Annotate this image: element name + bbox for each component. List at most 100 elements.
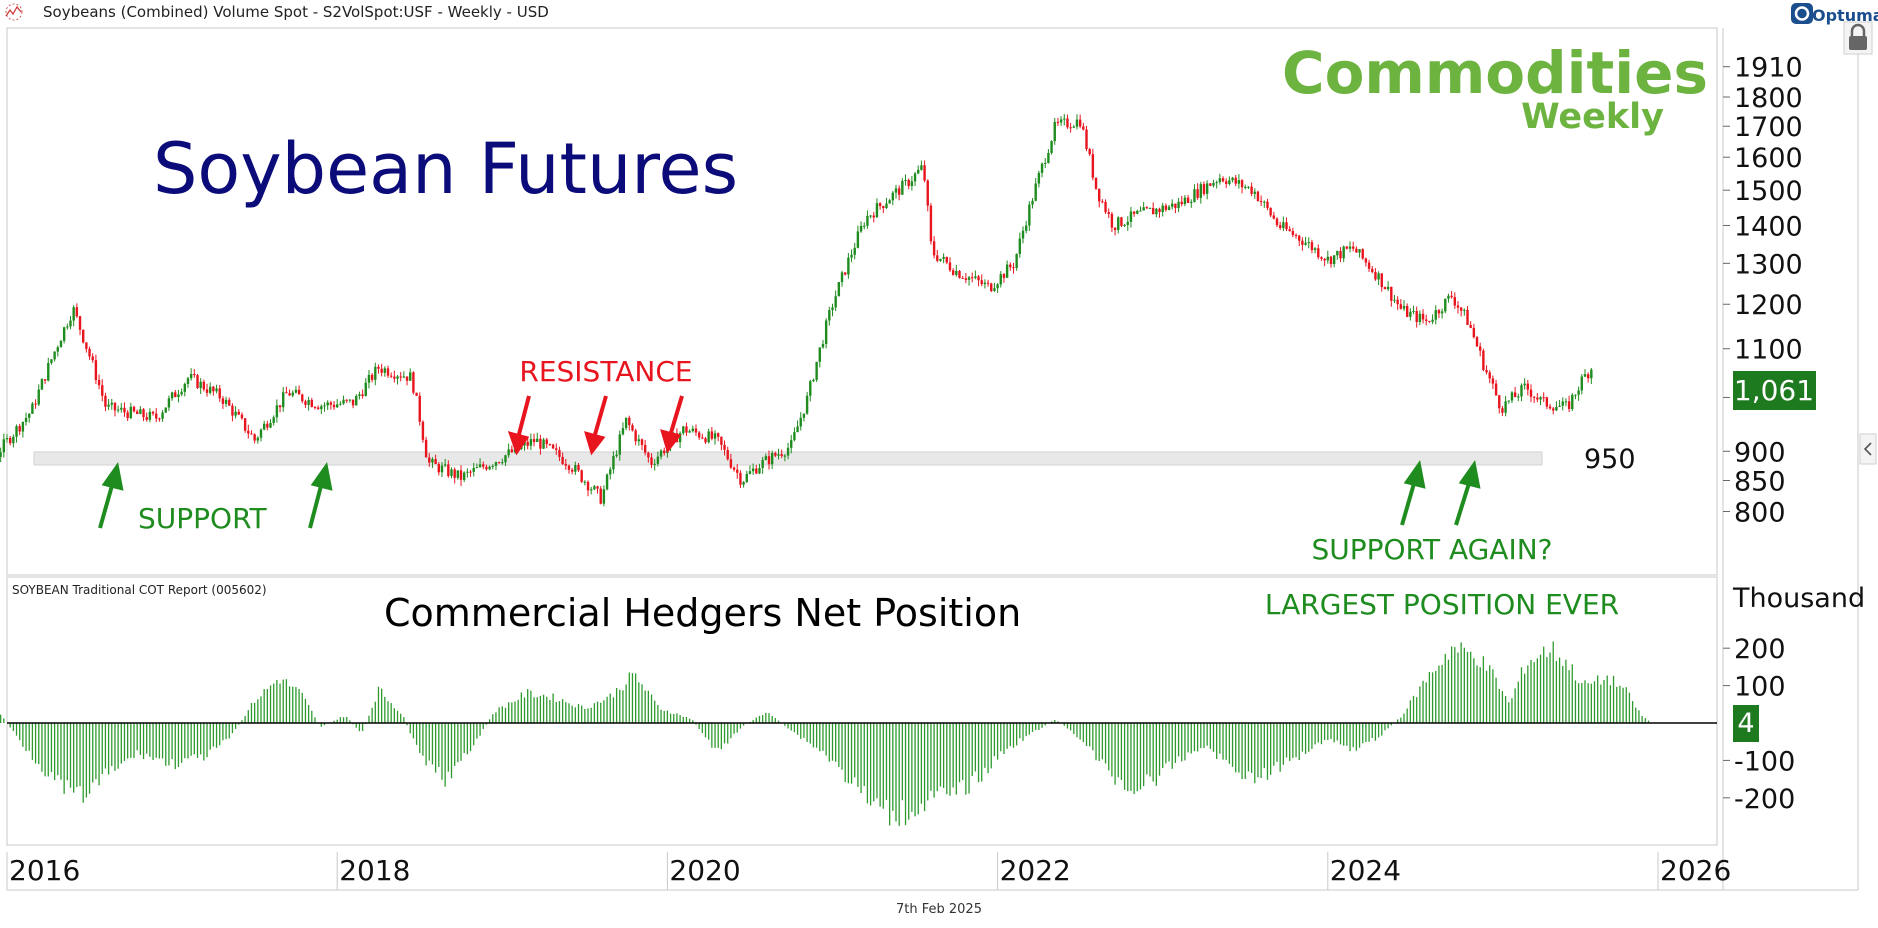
candle-body — [332, 404, 336, 408]
candle-body — [247, 430, 250, 434]
candle-body — [1469, 324, 1472, 328]
candle-body — [266, 423, 269, 428]
candle-body — [1047, 152, 1050, 163]
x-tick-label: 2022 — [1000, 854, 1071, 887]
candle-body — [120, 407, 123, 410]
candle-body — [1129, 211, 1133, 222]
candle-body — [732, 467, 736, 470]
candle-body — [507, 449, 510, 456]
candle-body — [605, 474, 609, 490]
candle-body — [1107, 212, 1110, 214]
candle-body — [288, 393, 291, 396]
candle-body — [529, 439, 533, 446]
candle-body — [872, 215, 875, 218]
candle-body — [653, 463, 656, 465]
candle-body — [624, 417, 628, 429]
candle-body — [1545, 397, 1549, 407]
candle-body — [539, 438, 542, 449]
candle-body — [1586, 374, 1590, 379]
lock-icon[interactable] — [1843, 21, 1873, 55]
candle-body — [418, 395, 421, 422]
candle-body — [294, 389, 298, 393]
candle-body — [888, 200, 891, 204]
candle-body — [577, 465, 580, 471]
candle-body — [1132, 211, 1136, 214]
candle-body — [720, 436, 723, 445]
candle-body — [1561, 401, 1564, 406]
candle-body — [1396, 299, 1399, 305]
candle-body — [155, 413, 158, 419]
candle-body — [1161, 205, 1164, 213]
candle-body — [1015, 253, 1018, 268]
candle-body — [104, 395, 107, 407]
candle-body — [682, 426, 685, 434]
candle-body — [1409, 311, 1412, 317]
candle-body — [396, 376, 399, 379]
candle-body — [1085, 129, 1088, 150]
collapse-panel-arrow[interactable] — [1859, 433, 1877, 465]
candle-body — [1101, 201, 1104, 203]
price-tick-label: 1800 — [1734, 83, 1803, 114]
candle-body — [1386, 286, 1390, 290]
candle-body — [643, 444, 647, 453]
price-tick-label: 800 — [1734, 497, 1786, 528]
candle-body — [739, 472, 742, 485]
candle-body — [770, 452, 774, 465]
support-band-label: 950 — [1584, 444, 1636, 475]
candle-body — [1040, 163, 1044, 173]
candle-body — [837, 282, 841, 297]
price-tick-label: 1910 — [1734, 53, 1803, 84]
candle-body — [256, 437, 260, 441]
candle-body — [443, 464, 447, 466]
price-tick-label: 1600 — [1734, 143, 1803, 174]
candle-body — [24, 417, 28, 422]
candle-body — [1155, 208, 1158, 215]
candle-body — [1548, 406, 1552, 409]
header-title: Soybeans (Combined) Volume Spot - S2VolS… — [43, 3, 549, 21]
candle-body — [409, 372, 412, 381]
candle-body — [955, 270, 958, 275]
candle-body — [853, 247, 856, 255]
candle-body — [545, 439, 548, 445]
candle-body — [1383, 287, 1387, 290]
candle-body — [1412, 310, 1415, 312]
candle-body — [602, 489, 606, 504]
candle-body — [980, 280, 983, 285]
candle-body — [939, 258, 942, 261]
candle-body — [532, 439, 536, 443]
candle-body — [491, 465, 494, 467]
candle-body — [69, 320, 72, 327]
candle-body — [82, 329, 85, 343]
candle-body — [386, 368, 390, 376]
candle-body — [415, 392, 418, 396]
candle-body — [1352, 246, 1355, 249]
candle-body — [542, 439, 545, 449]
candle-body — [323, 405, 326, 407]
candle-body — [28, 413, 31, 418]
candle-body — [783, 455, 787, 457]
candle-body — [189, 373, 193, 379]
last-price-badge — [1733, 371, 1816, 410]
candle-body — [1123, 224, 1126, 226]
candle-body — [1574, 394, 1577, 396]
candle-body — [1259, 200, 1263, 202]
candle-body — [910, 181, 914, 187]
optuma-brand-text: Optuma — [1812, 6, 1878, 25]
candle-body — [1113, 227, 1117, 230]
price-tick-label: 1200 — [1734, 290, 1803, 321]
candle-body — [1313, 248, 1317, 250]
candle-body — [1285, 222, 1288, 230]
candle-body — [43, 379, 47, 381]
candle-body — [1174, 203, 1177, 209]
candle-body — [1367, 262, 1371, 269]
candle-body — [101, 385, 104, 396]
candle-body — [894, 188, 898, 193]
candle-body — [1186, 197, 1190, 203]
candle-body — [844, 272, 847, 275]
candle-body — [0, 452, 2, 457]
candle-body — [818, 347, 821, 362]
candle-body — [751, 468, 755, 472]
candle-body — [831, 307, 834, 311]
candle-body — [243, 418, 247, 431]
candle-body — [745, 473, 748, 482]
